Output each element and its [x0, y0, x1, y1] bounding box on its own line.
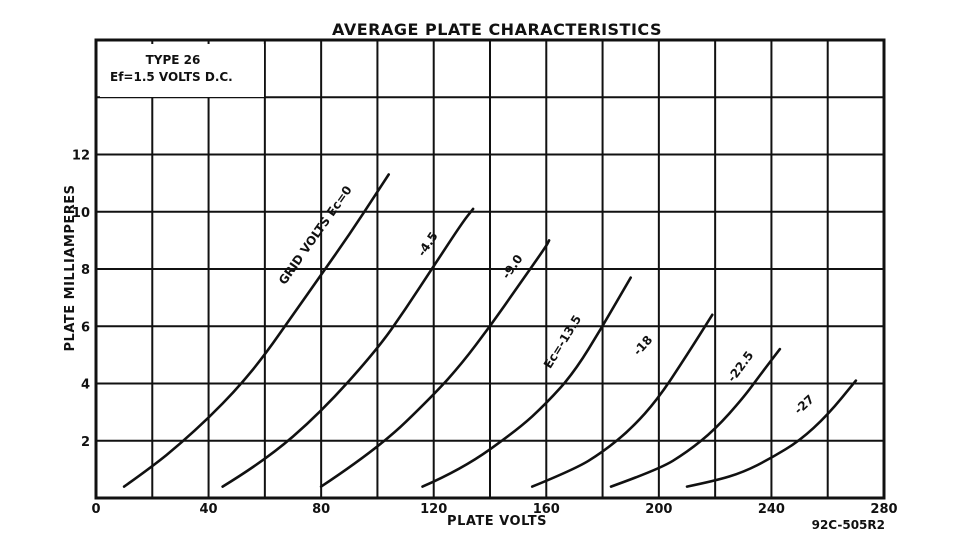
y-axis-label: PLATE MILLIAMPERES	[63, 185, 78, 352]
x-tick-label: 40	[200, 502, 218, 517]
curve-series-1	[221, 207, 475, 488]
curve-label-6: -27	[791, 392, 816, 417]
curve-label-2: -9.0	[499, 252, 526, 282]
curve-series-3	[421, 276, 632, 488]
curve-label-1: -4.5	[415, 229, 441, 259]
curve-label-3: Ec=-13.5	[541, 313, 584, 371]
info-box-mask	[100, 44, 264, 97]
chart-title: AVERAGE PLATE CHARACTERISTICS	[332, 20, 662, 39]
curve-series-5	[609, 347, 782, 488]
y-tick-label: 10	[72, 206, 90, 221]
y-tick-label: 6	[81, 320, 90, 335]
x-tick-label: 200	[645, 502, 672, 517]
x-tick-label: 80	[312, 502, 330, 517]
y-tick-label: 12	[72, 149, 90, 164]
curve-label-5: -22.5	[725, 349, 757, 385]
x-tick-label: 120	[420, 502, 447, 517]
plot-frame	[94, 38, 886, 500]
grid-lines	[96, 40, 884, 498]
x-axis-label: PLATE VOLTS	[447, 514, 547, 529]
x-tick-label: 0	[91, 502, 100, 517]
info-box-line1: TYPE 26	[146, 53, 201, 67]
curve-series-6	[685, 379, 858, 488]
curve-series-2	[319, 239, 551, 488]
curve-label-4: -18	[630, 333, 655, 358]
tick-labels: 0 40 80 120 160 200 240 280 2 4 6 8 10 12	[72, 149, 898, 518]
y-tick-label: 8	[81, 263, 90, 278]
curve-series-0	[122, 173, 390, 488]
y-tick-label: 2	[81, 435, 90, 450]
x-tick-label: 280	[870, 502, 897, 517]
x-tick-label: 160	[533, 502, 560, 517]
figure-code: 92C-505R2	[812, 518, 885, 532]
info-box-line2: Ef=1.5 VOLTS D.C.	[110, 70, 233, 84]
y-tick-label: 4	[81, 378, 90, 393]
curve-label-0: GRID VOLTS Ec=0	[276, 183, 355, 287]
curve-series-4	[530, 313, 714, 488]
x-tick-label: 240	[758, 502, 785, 517]
curves	[122, 173, 858, 488]
